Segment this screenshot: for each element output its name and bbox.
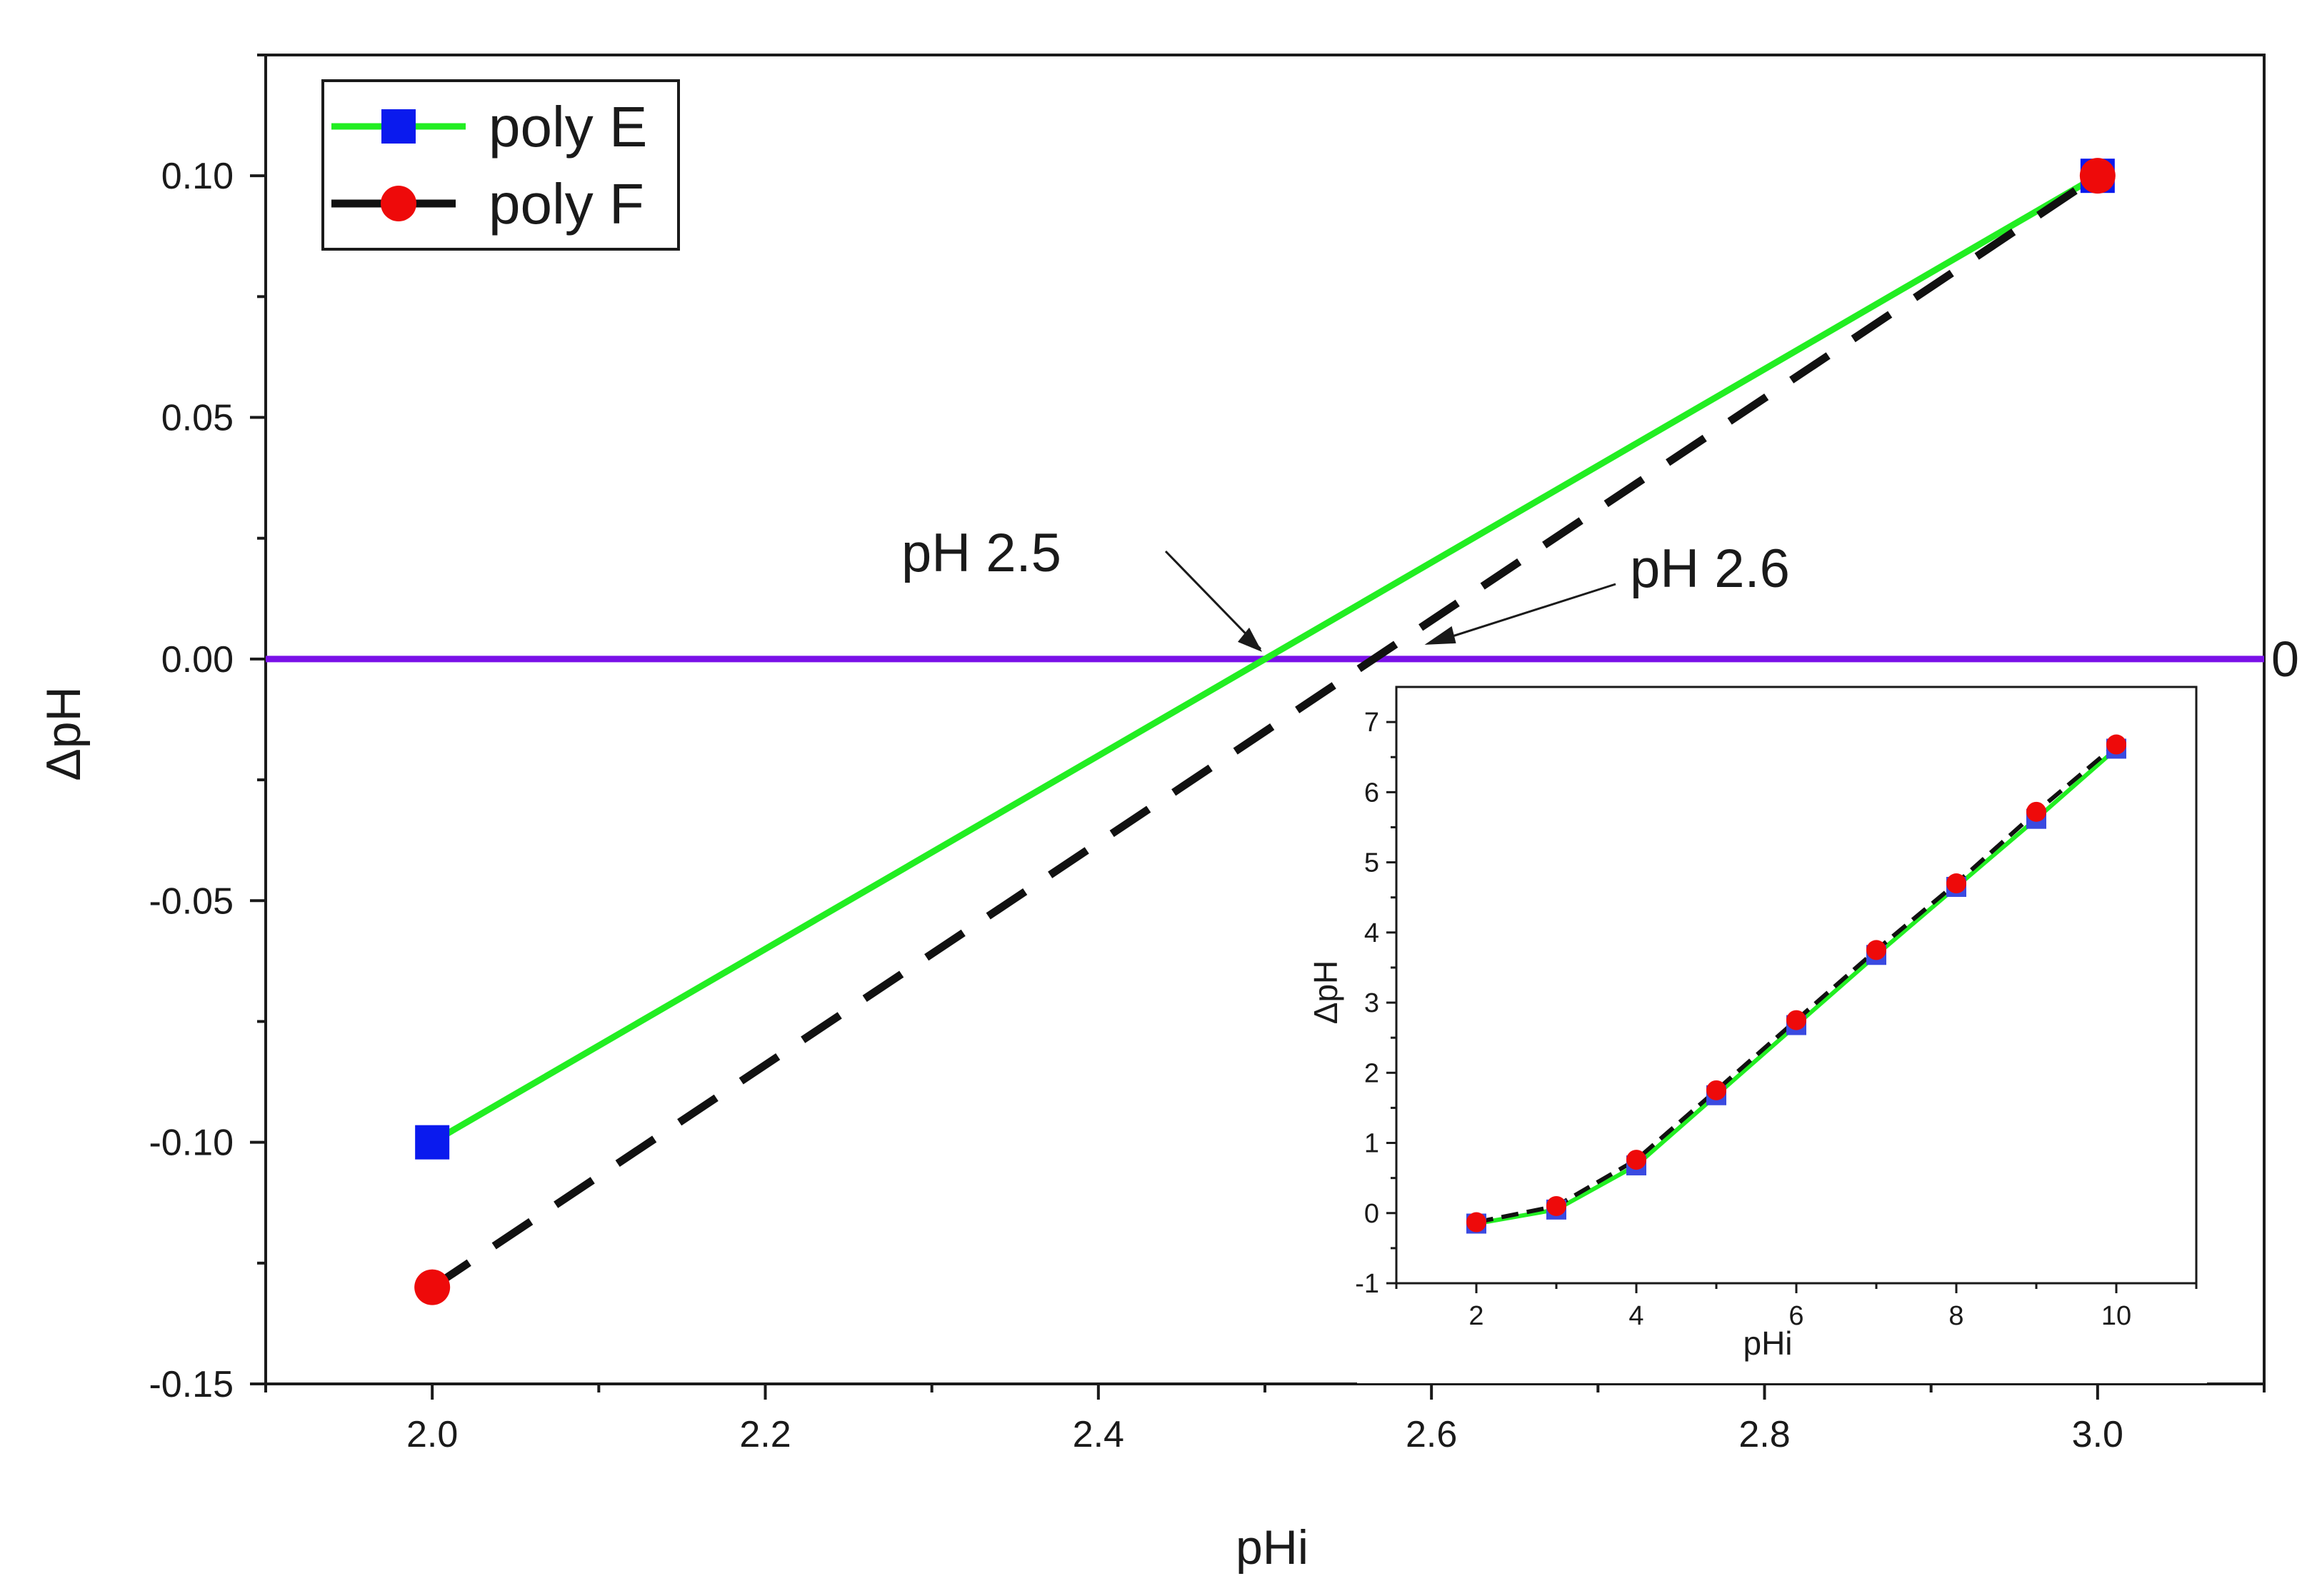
legend-square-marker-icon [381,109,416,144]
inset-y-tick-label: 1 [1364,1129,1379,1159]
inset-frame [1395,686,2198,1285]
legend-entry-label: poly F [489,172,644,236]
reference-line-label: 0 [2271,631,2299,687]
inset-data-point-poly-f [1866,940,1886,960]
inset-y-axis-title: ΔpH [1307,960,1344,1025]
arrow-head-icon [1424,626,1456,645]
y-tick-label: -0.10 [149,1123,234,1164]
series-line-poly-e [430,173,2100,1145]
inset-data-point-poly-f [1946,873,1966,894]
annotation-ph-2-6: pH 2.6 [1630,538,1790,599]
series-line-poly-f [430,172,2100,1291]
y-axis-title: ΔpH [36,686,91,781]
inset-y-tick-label: -1 [1355,1269,1379,1299]
inset-y-tick-label: 0 [1364,1199,1379,1229]
inset-data-point-poly-f [2026,801,2046,822]
inset-y-tick-label: 4 [1364,918,1379,948]
annotation-arrow-ph-2-6 [1430,583,1616,645]
y-tick-label: 0.10 [161,156,234,197]
annotation-ph-2-5: pH 2.5 [901,523,1061,583]
legend-box [321,79,680,251]
x-tick-label: 2.0 [406,1414,458,1455]
x-axis-title: pHi [1236,1520,1308,1575]
data-point-poly-f [2079,158,2116,194]
x-tick-label: 2.2 [739,1414,791,1455]
inset-data-point-poly-f [2106,734,2126,755]
inset-y-tick-label: 2 [1364,1058,1379,1088]
inset-chart: 2 4 6 8 10 -1 0 1 2 3 4 5 6 7 pHi ΔpH [1307,680,2207,1383]
y-tick-label: -0.05 [149,880,234,922]
inset-y-tick-label: 3 [1364,988,1379,1018]
x-tick-label: 2.8 [1738,1414,1790,1455]
x-tick-label: 2.6 [1406,1414,1457,1455]
inset-y-tick-label: 5 [1364,848,1379,878]
arrow-head-icon [1238,627,1262,652]
inset-x-tick-label: 8 [1948,1301,1963,1331]
inset-y-tick-label: 6 [1364,778,1379,808]
inset-data-point-poly-f [1786,1010,1806,1030]
y-tick-label: -0.15 [149,1364,234,1405]
legend-circle-marker-icon [381,186,416,221]
inset-data-point-poly-f [1546,1195,1566,1216]
data-point-poly-f [414,1269,451,1305]
y-tick-label: 0.05 [161,398,234,439]
legend-entry-label: poly E [489,95,647,159]
main-chart: 2.0 2.2 2.4 2.6 2.8 3.0 -0.15 -0.10 -0.05 0.00 0.0… [36,54,2299,1575]
annotation-arrow-ph-2-5 [1164,550,1262,650]
inset-data-point-poly-f [1706,1080,1726,1100]
y-tick-label: 0.00 [161,639,234,681]
inset-x-axis-title: pHi [1743,1325,1792,1362]
inset-x-tick-label: 2 [1468,1301,1483,1331]
inset-x-tick-label: 10 [2101,1301,2131,1331]
inset-x-tick-label: 4 [1628,1301,1643,1331]
data-point-poly-e [415,1125,450,1160]
inset-data-point-poly-f [1626,1150,1646,1170]
x-tick-label: 2.4 [1073,1414,1124,1455]
x-tick-label: 3.0 [2072,1414,2123,1455]
inset-data-point-poly-f [1466,1212,1486,1233]
inset-y-tick-label: 7 [1364,708,1379,738]
inset-x-tick-label: 6 [1788,1301,1803,1331]
